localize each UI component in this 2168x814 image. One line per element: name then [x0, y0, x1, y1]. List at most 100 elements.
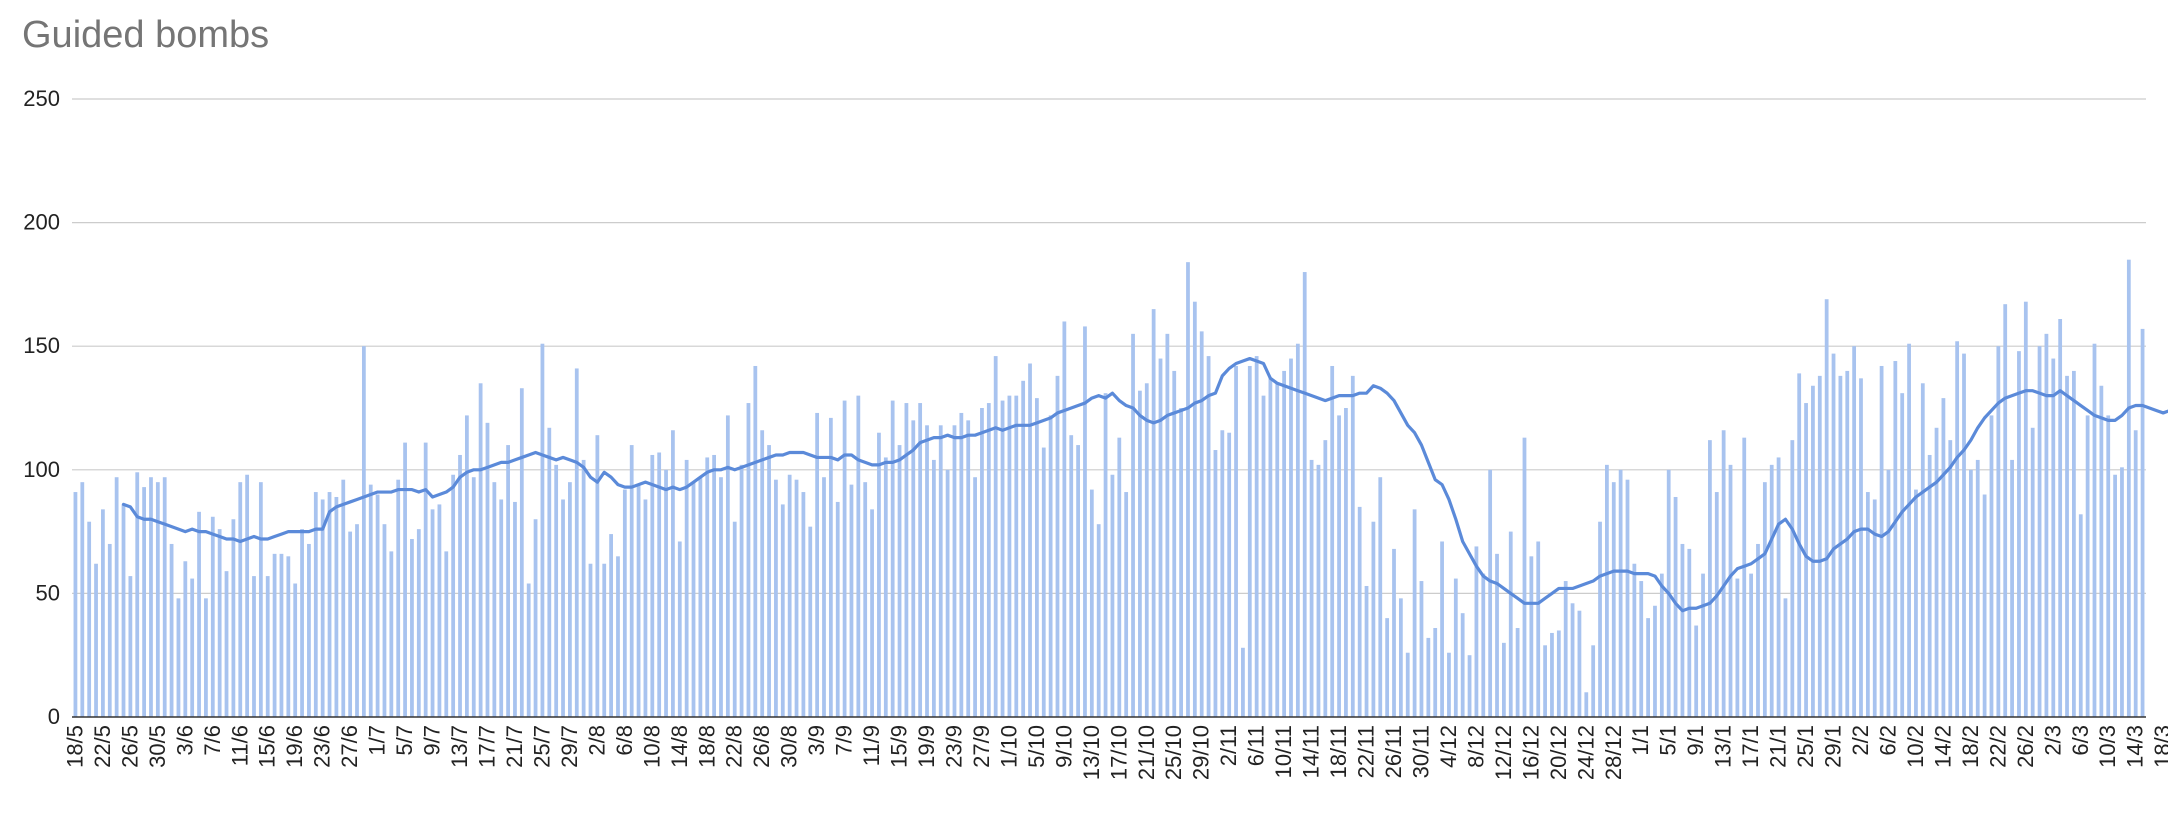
- bar: [815, 412, 820, 717]
- x-tick-label: 18/8: [694, 725, 719, 768]
- bar: [561, 499, 565, 717]
- bar: [1886, 469, 1891, 717]
- bar: [1735, 578, 1740, 717]
- bar: [1550, 632, 1554, 717]
- bar: [1295, 343, 1300, 717]
- bar: [650, 454, 655, 717]
- bar: [1014, 395, 1019, 717]
- line-series: [121, 356, 2168, 613]
- bar: [1344, 408, 1348, 717]
- x-tick-label: 30/5: [145, 725, 170, 768]
- bar: [293, 583, 298, 717]
- bar: [1467, 655, 1472, 717]
- bar: [1371, 521, 1376, 717]
- bar: [753, 365, 758, 717]
- bar: [107, 543, 112, 717]
- bar: [135, 472, 140, 717]
- x-tick-label: 13/10: [1079, 725, 1104, 780]
- bar: [1948, 440, 1953, 717]
- bar: [1962, 353, 1966, 717]
- bar: [801, 492, 806, 717]
- bar: [1721, 430, 1726, 717]
- x-tick-label: 17/10: [1106, 725, 1131, 780]
- bar: [1989, 415, 1994, 717]
- bar: [183, 561, 188, 717]
- bar: [828, 417, 833, 717]
- x-tick-label: 17/1: [1738, 725, 1763, 768]
- bar: [1598, 521, 1602, 717]
- bar: [2010, 459, 2014, 717]
- bar: [1817, 375, 1822, 717]
- x-tick-label: 18/3: [2150, 725, 2168, 768]
- bar: [2044, 333, 2049, 717]
- bar: [197, 511, 201, 717]
- bar: [1756, 543, 1760, 717]
- bar: [1714, 492, 1719, 717]
- bar: [231, 519, 236, 717]
- bar: [1749, 573, 1754, 717]
- bar: [375, 494, 380, 717]
- bar: [2106, 415, 2111, 717]
- bar: [1261, 395, 1266, 717]
- bar: [677, 541, 682, 717]
- bar: [2120, 467, 2124, 717]
- bar: [513, 501, 517, 717]
- x-tick-label: 29/7: [557, 725, 582, 768]
- bar: [842, 400, 847, 717]
- bar: [73, 492, 78, 717]
- x-tick-label: 10/3: [2095, 725, 2120, 768]
- x-tick-label: 18/5: [62, 725, 87, 768]
- bar: [1639, 581, 1644, 717]
- bar: [664, 469, 668, 717]
- bar: [1062, 321, 1067, 717]
- bar: [1213, 450, 1218, 717]
- bar: [341, 479, 346, 717]
- bar: [1900, 393, 1905, 717]
- bar: [1179, 408, 1183, 717]
- bar: [478, 383, 483, 717]
- bar: [2126, 259, 2131, 717]
- x-tick-label: 7/9: [832, 725, 857, 756]
- bar: [890, 400, 895, 717]
- bar: [1103, 393, 1108, 717]
- bar: [925, 425, 929, 717]
- bar: [1282, 370, 1287, 717]
- bar: [533, 519, 538, 717]
- bar: [671, 430, 675, 717]
- bar: [1096, 524, 1101, 717]
- bar: [2030, 427, 2035, 717]
- x-tick-label: 22/5: [90, 725, 115, 768]
- y-tick-label: 100: [23, 457, 60, 482]
- bar: [1433, 628, 1438, 717]
- bar: [1501, 642, 1506, 717]
- x-tick-label: 29/10: [1189, 725, 1214, 780]
- x-tick-label: 6/8: [612, 725, 637, 756]
- x-tick-label: 14/11: [1299, 725, 1324, 778]
- bar: [444, 551, 449, 717]
- bar: [1138, 390, 1142, 717]
- x-tick-label: 25/7: [529, 725, 554, 768]
- bar: [272, 553, 277, 717]
- bar: [1048, 415, 1053, 717]
- bar: [712, 454, 717, 717]
- x-tick-label: 1/1: [1628, 725, 1653, 756]
- bar: [1165, 333, 1170, 717]
- bar: [1728, 464, 1733, 717]
- bar: [2023, 301, 2028, 717]
- bar: [1865, 492, 1870, 717]
- bar: [2072, 370, 2076, 717]
- bar: [1879, 365, 1884, 717]
- bar: [1110, 474, 1115, 717]
- bar: [938, 425, 943, 717]
- bar: [808, 526, 813, 717]
- x-tick-label: 2/11: [1216, 725, 1241, 766]
- bar: [1927, 454, 1932, 717]
- bar: [320, 499, 325, 717]
- bar: [794, 479, 799, 717]
- bar: [1804, 403, 1808, 717]
- bar: [945, 469, 950, 717]
- bar: [959, 412, 964, 717]
- bar: [1488, 469, 1493, 717]
- x-tick-label: 23/6: [310, 725, 335, 768]
- bar: [1234, 365, 1238, 717]
